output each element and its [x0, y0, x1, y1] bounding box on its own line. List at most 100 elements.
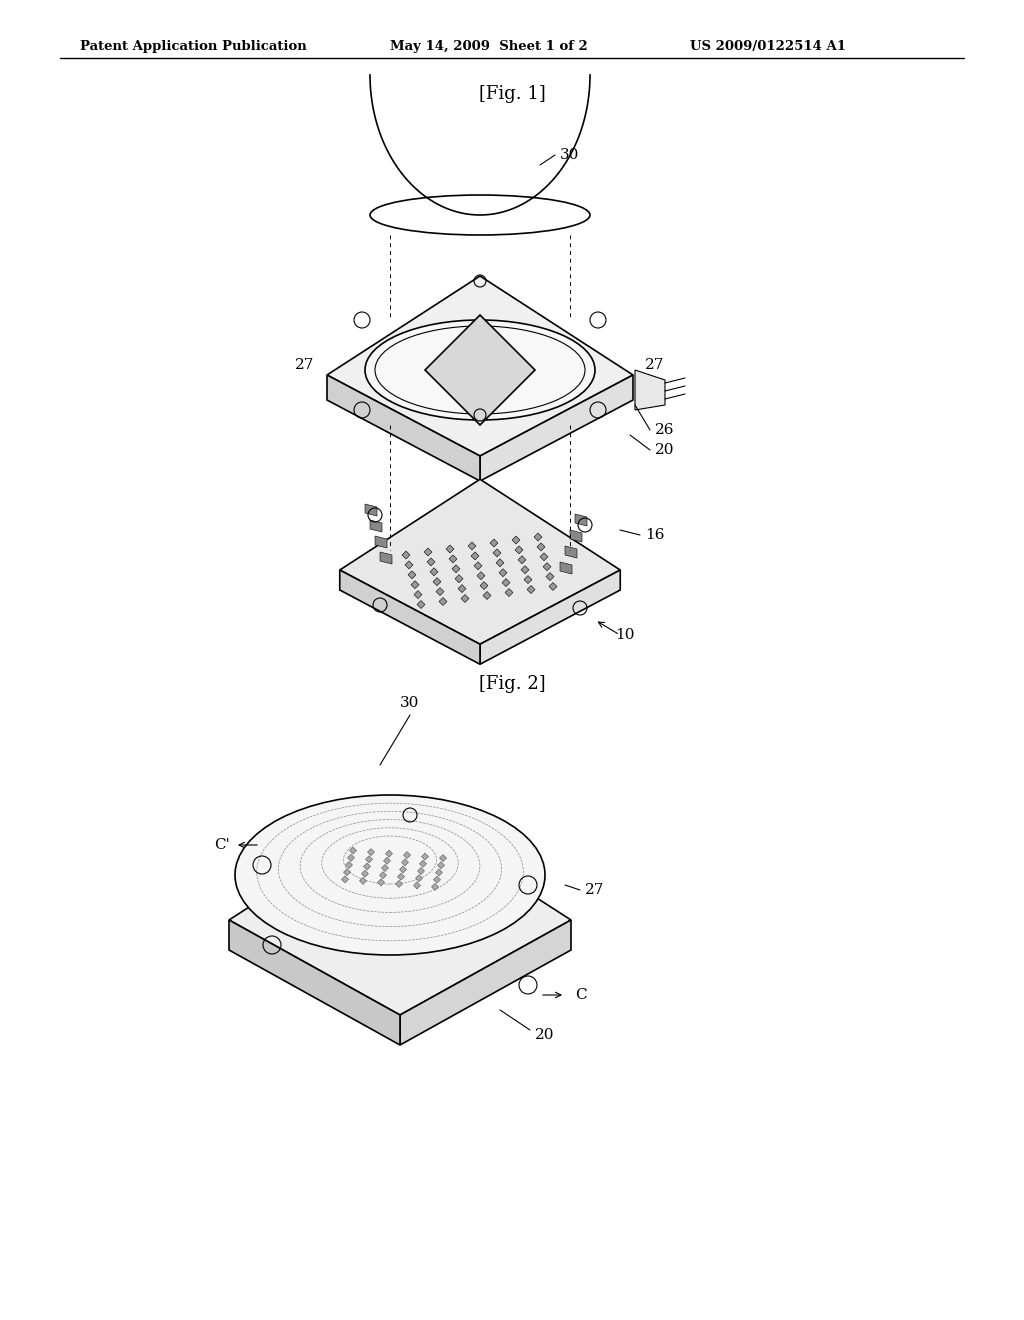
Text: Patent Application Publication: Patent Application Publication [80, 40, 307, 53]
Polygon shape [431, 883, 438, 891]
Polygon shape [436, 587, 444, 595]
Ellipse shape [234, 795, 545, 954]
Polygon shape [461, 594, 469, 602]
Text: 27: 27 [585, 883, 604, 898]
Polygon shape [416, 875, 423, 882]
Polygon shape [424, 548, 432, 556]
Polygon shape [502, 578, 510, 586]
Polygon shape [439, 598, 447, 606]
Text: C': C' [214, 838, 230, 851]
Polygon shape [518, 556, 526, 564]
Text: 30: 30 [560, 148, 580, 162]
Polygon shape [378, 879, 384, 886]
Text: 26: 26 [655, 422, 675, 437]
Polygon shape [349, 847, 356, 854]
Polygon shape [418, 867, 425, 874]
Polygon shape [414, 882, 421, 888]
Polygon shape [435, 869, 442, 876]
Polygon shape [408, 570, 416, 578]
Polygon shape [527, 586, 535, 594]
Polygon shape [341, 876, 348, 883]
Polygon shape [345, 862, 352, 869]
Polygon shape [399, 866, 407, 873]
Polygon shape [537, 543, 545, 550]
Text: 30: 30 [400, 696, 420, 710]
Polygon shape [347, 854, 354, 861]
Polygon shape [480, 570, 621, 664]
Polygon shape [437, 862, 444, 869]
Polygon shape [384, 857, 390, 865]
Polygon shape [406, 561, 413, 569]
Polygon shape [403, 851, 411, 858]
Polygon shape [417, 601, 425, 609]
Polygon shape [343, 869, 350, 875]
Polygon shape [327, 276, 633, 455]
Polygon shape [543, 562, 551, 570]
Polygon shape [446, 545, 454, 553]
Polygon shape [480, 582, 488, 590]
Polygon shape [474, 562, 482, 570]
Polygon shape [458, 585, 466, 593]
Polygon shape [477, 572, 485, 579]
Text: 27: 27 [645, 358, 665, 372]
Polygon shape [365, 504, 377, 516]
Polygon shape [565, 546, 577, 558]
Polygon shape [411, 581, 419, 589]
Polygon shape [229, 809, 571, 1015]
Polygon shape [575, 513, 587, 525]
Polygon shape [401, 859, 409, 866]
Polygon shape [366, 855, 373, 863]
Polygon shape [427, 558, 435, 566]
Polygon shape [229, 920, 400, 1045]
Text: US 2009/0122514 A1: US 2009/0122514 A1 [690, 40, 846, 53]
Polygon shape [327, 375, 480, 480]
Polygon shape [549, 582, 557, 590]
Polygon shape [468, 543, 476, 550]
Polygon shape [425, 315, 535, 425]
Polygon shape [359, 878, 367, 884]
Polygon shape [364, 863, 371, 870]
Polygon shape [375, 536, 387, 548]
Polygon shape [483, 591, 490, 599]
Polygon shape [496, 558, 504, 566]
Polygon shape [540, 553, 548, 561]
Polygon shape [368, 849, 375, 855]
Polygon shape [534, 533, 542, 541]
Polygon shape [400, 920, 571, 1045]
Text: 27: 27 [295, 358, 314, 372]
Polygon shape [480, 375, 633, 480]
Text: 16: 16 [645, 528, 665, 543]
Polygon shape [433, 578, 441, 586]
Polygon shape [380, 552, 392, 564]
Text: May 14, 2009  Sheet 1 of 2: May 14, 2009 Sheet 1 of 2 [390, 40, 588, 53]
Polygon shape [560, 562, 572, 574]
Polygon shape [452, 565, 460, 573]
Polygon shape [493, 549, 501, 557]
Polygon shape [420, 861, 427, 867]
Polygon shape [515, 546, 523, 554]
Polygon shape [499, 569, 507, 577]
Text: [Fig. 2]: [Fig. 2] [478, 675, 546, 693]
Polygon shape [430, 568, 438, 576]
Text: 10: 10 [615, 628, 635, 642]
Polygon shape [439, 854, 446, 862]
Polygon shape [397, 874, 404, 880]
Polygon shape [402, 550, 410, 558]
Polygon shape [505, 589, 513, 597]
Text: 20: 20 [535, 1028, 555, 1041]
Polygon shape [521, 566, 529, 574]
Polygon shape [570, 531, 582, 543]
Ellipse shape [365, 319, 595, 420]
Polygon shape [340, 479, 621, 644]
Polygon shape [546, 573, 554, 581]
Polygon shape [512, 536, 520, 544]
Polygon shape [455, 574, 463, 582]
Polygon shape [382, 865, 388, 871]
Polygon shape [471, 552, 479, 560]
Polygon shape [380, 871, 386, 879]
Polygon shape [340, 570, 480, 664]
Polygon shape [414, 590, 422, 598]
Polygon shape [635, 370, 665, 411]
Text: [Fig. 1]: [Fig. 1] [478, 84, 546, 103]
Text: C: C [575, 987, 587, 1002]
